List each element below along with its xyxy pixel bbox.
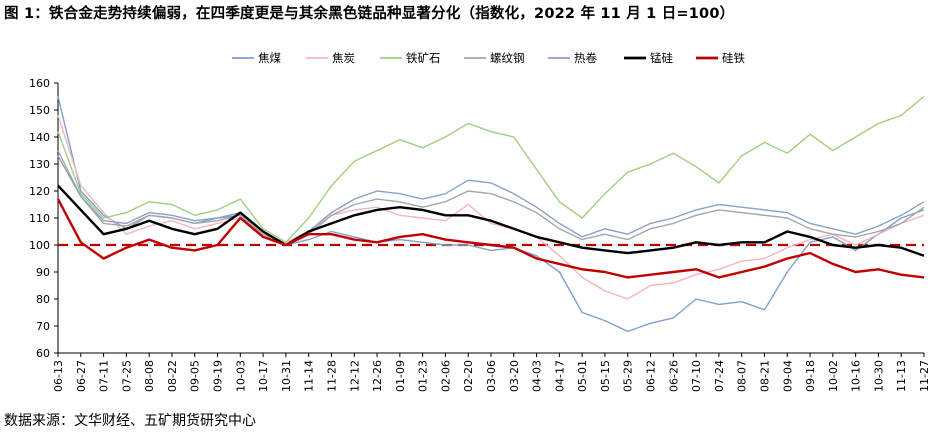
y-tick-label: 160: [29, 77, 50, 90]
legend-label: 焦煤: [258, 51, 281, 65]
source-note: 数据来源：文华财经、五矿期货研究中心: [4, 413, 256, 429]
x-axis: 06-13 06-27 07-11 07-25 08-08 08-22 09-05 09-19…: [52, 352, 931, 392]
x-tick-label: 10-02: [827, 360, 840, 392]
series-line: [57, 184, 925, 257]
x-tick-label: 01-09: [394, 360, 407, 392]
chart-title: 图 1：铁合金走势持续偏弱，在四季度更是与其余黑色链品种显著分化（指数化，202…: [4, 6, 735, 22]
series-line: [56, 198, 925, 279]
series-line: [57, 150, 925, 246]
y-tick-label: 60: [36, 347, 50, 360]
x-tick-label: 02-20: [462, 360, 475, 392]
x-tick-label: 12-12: [348, 360, 361, 392]
series-line: [57, 95, 925, 244]
legend-label: 硅铁: [722, 51, 745, 65]
x-tick-label: 07-10: [690, 360, 703, 392]
x-tick-label: 10-16: [850, 360, 863, 392]
x-tick-label: 10-03: [234, 360, 247, 392]
legend-label: 铁矿石: [406, 51, 441, 65]
y-axis: 60 70 80 90 100 110 120 130 140 150 160: [29, 77, 59, 360]
x-tick-label: 07-24: [713, 360, 726, 392]
x-tick-label: 09-18: [804, 360, 817, 392]
y-tick-label: 110: [29, 212, 50, 225]
y-tick-label: 70: [36, 320, 50, 333]
x-tick-label: 10-30: [872, 360, 885, 392]
x-tick-label: 09-19: [212, 360, 225, 392]
x-tick-label: 01-23: [417, 360, 430, 392]
series-line: [57, 115, 925, 300]
x-tick-label: 04-17: [553, 360, 566, 392]
x-tick-label: 09-04: [781, 360, 794, 392]
legend-label: 热卷: [574, 51, 597, 65]
series-line: [57, 96, 925, 333]
x-tick-label: 11-13: [895, 360, 908, 392]
x-tick-label: 11-27: [918, 360, 931, 392]
legend: 焦煤 焦炭 铁矿石 螺纹钢 热卷 锰硅 硅铁: [232, 51, 745, 65]
plot-area: [56, 95, 925, 333]
x-tick-label: 08-21: [758, 360, 771, 392]
x-tick-label: 03-06: [485, 360, 498, 392]
x-tick-label: 10-17: [257, 360, 270, 392]
x-tick-label: 05-01: [576, 360, 589, 392]
legend-label: 焦炭: [332, 51, 355, 65]
y-tick-label: 80: [36, 293, 50, 306]
x-tick-label: 06-12: [645, 360, 658, 392]
x-tick-label: 09-05: [189, 360, 202, 392]
x-tick-label: 10-31: [280, 360, 293, 392]
legend-label: 螺纹钢: [490, 51, 525, 65]
y-tick-label: 140: [29, 131, 50, 144]
x-tick-label: 04-03: [531, 360, 544, 392]
x-tick-label: 08-22: [166, 360, 179, 392]
y-tick-label: 90: [36, 266, 50, 279]
x-tick-label: 07-25: [120, 360, 133, 392]
x-tick-label: 03-20: [508, 360, 521, 392]
x-tick-label: 08-08: [143, 360, 156, 392]
y-tick-label: 100: [29, 239, 50, 252]
x-tick-label: 08-07: [736, 360, 749, 392]
legend-label: 锰硅: [650, 51, 673, 65]
series-line: [57, 155, 925, 246]
x-tick-label: 06-27: [75, 360, 88, 392]
x-tick-label: 05-15: [599, 360, 612, 392]
x-tick-label: 07-11: [98, 360, 111, 392]
x-tick-label: 11-28: [325, 360, 338, 392]
x-tick-label: 12-26: [371, 360, 384, 392]
y-tick-label: 130: [29, 158, 50, 171]
x-tick-label: 06-13: [52, 360, 65, 392]
x-tick-label: 02-06: [439, 360, 452, 392]
x-tick-label: 11-14: [303, 360, 316, 392]
y-tick-label: 150: [29, 104, 50, 117]
x-tick-label: 06-26: [667, 360, 680, 392]
x-tick-label: 05-29: [622, 360, 635, 392]
y-tick-label: 120: [29, 185, 50, 198]
